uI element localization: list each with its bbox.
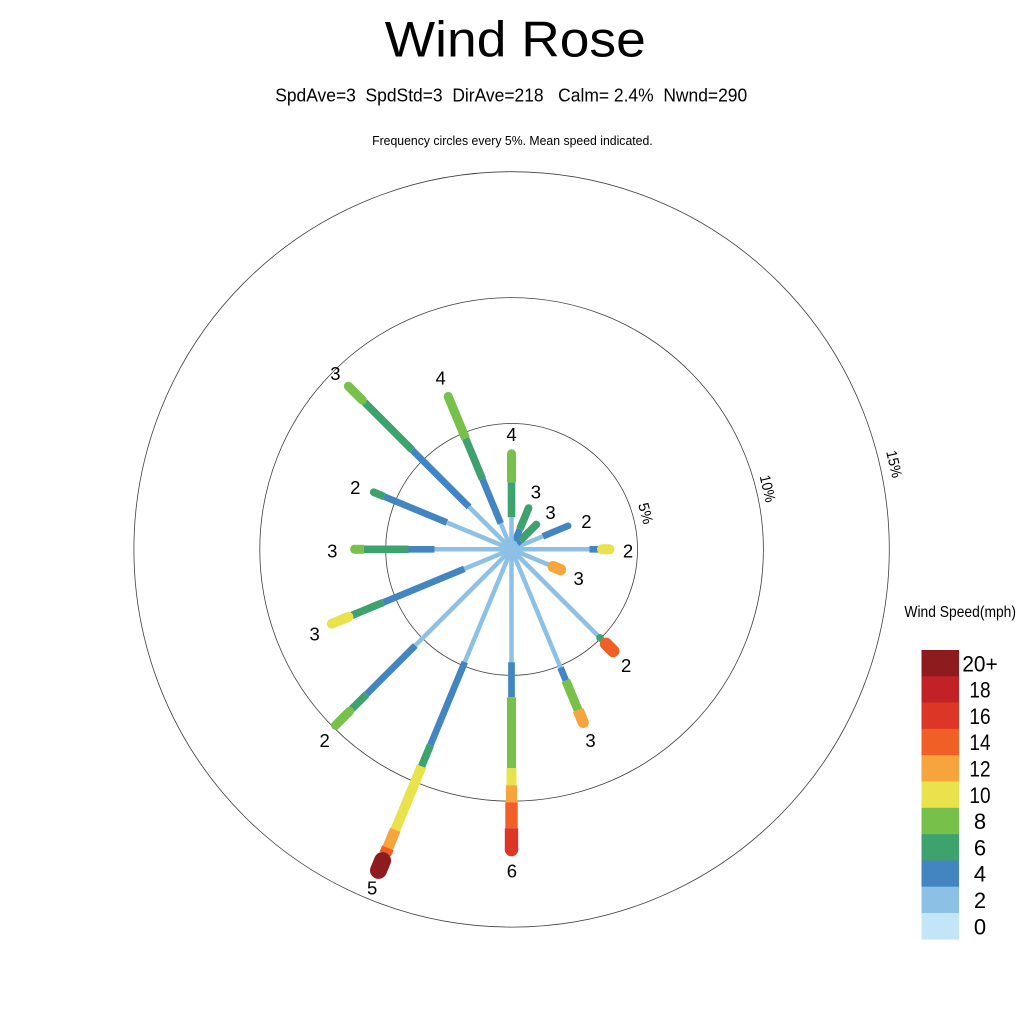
svg-text:10: 10: [969, 783, 990, 808]
svg-text:4: 4: [974, 862, 986, 887]
svg-text:3: 3: [545, 502, 555, 523]
svg-text:3: 3: [330, 363, 340, 384]
svg-text:3: 3: [309, 624, 319, 645]
svg-text:4: 4: [435, 368, 445, 389]
svg-text:15%: 15%: [882, 449, 905, 480]
svg-text:2: 2: [974, 888, 986, 913]
svg-text:SpdAve=3 SpdStd=3 DirAve=218: SpdAve=3 SpdStd=3 DirAve=218 Calm= 2.4% …: [275, 85, 747, 106]
svg-text:3: 3: [531, 482, 541, 503]
svg-text:16: 16: [969, 704, 990, 729]
svg-text:14: 14: [969, 730, 990, 755]
svg-text:18: 18: [969, 678, 990, 703]
svg-text:20+: 20+: [962, 651, 997, 676]
svg-text:3: 3: [327, 540, 337, 561]
svg-text:10%: 10%: [756, 473, 779, 504]
svg-text:8: 8: [974, 809, 986, 834]
svg-text:2: 2: [581, 511, 591, 532]
svg-text:6: 6: [507, 861, 517, 882]
svg-text:6: 6: [974, 835, 986, 860]
svg-text:5: 5: [367, 877, 377, 898]
svg-text:2: 2: [320, 730, 330, 751]
svg-text:Wind Rose: Wind Rose: [385, 10, 646, 67]
svg-text:0: 0: [974, 914, 986, 939]
svg-text:2: 2: [623, 541, 633, 562]
svg-text:2: 2: [350, 477, 360, 498]
svg-text:5%: 5%: [634, 501, 656, 526]
svg-text:Wind Speed(mph): Wind Speed(mph): [904, 604, 1016, 621]
svg-text:4: 4: [506, 424, 516, 445]
svg-text:2: 2: [621, 655, 631, 676]
svg-text:3: 3: [585, 730, 595, 751]
svg-text:Frequency circles every 5%. Me: Frequency circles every 5%. Mean speed i…: [372, 134, 653, 148]
svg-text:12: 12: [969, 756, 990, 781]
svg-text:3: 3: [574, 568, 584, 589]
